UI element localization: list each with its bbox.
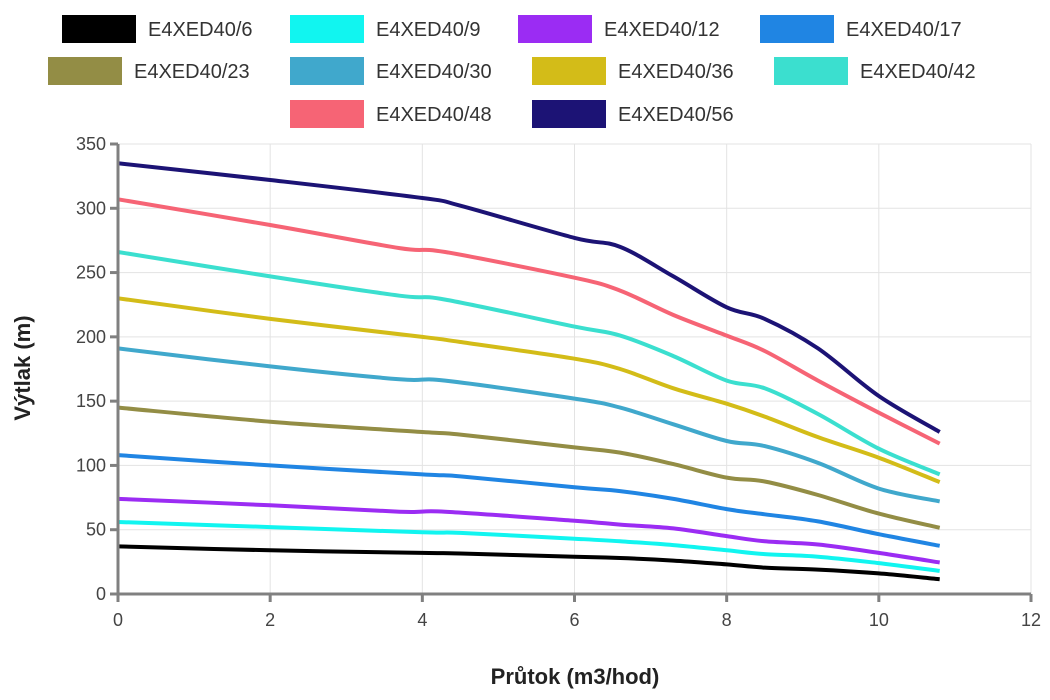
legend-swatch-3 (518, 15, 592, 43)
series-line-6 (117, 346, 941, 504)
y-tick-label: 100 (76, 455, 106, 475)
series-line-10 (117, 161, 941, 434)
x-tick-label: 0 (113, 610, 123, 630)
series-line-9 (117, 197, 941, 446)
legend-label-4: E4XED40/17 (846, 19, 962, 41)
axes (110, 142, 1033, 602)
legend-swatch-7 (532, 57, 606, 85)
series-line-4 (117, 453, 941, 548)
legend-swatch-5 (48, 57, 122, 85)
legend-swatch-2 (290, 15, 364, 43)
legend-label-3: E4XED40/12 (604, 19, 720, 41)
y-tick-label: 250 (76, 263, 106, 283)
tick-labels: 0 2 4 6 8 10 12 0 50 100 150 200 250 300 350 (76, 134, 1041, 630)
legend-swatch-10 (532, 100, 606, 128)
legend-label-7: E4XED40/36 (618, 61, 734, 83)
series-line-5 (117, 405, 941, 530)
legend-swatch-8 (774, 57, 848, 85)
x-tick-label: 2 (265, 610, 275, 630)
legend-label-10: E4XED40/56 (618, 104, 734, 126)
series-line-1 (117, 544, 940, 582)
series-line-3 (117, 496, 941, 565)
x-axis-title: Průtok (m3/hod) (491, 664, 660, 689)
series-layer (117, 161, 941, 582)
x-tick-label: 12 (1021, 610, 1041, 630)
legend-swatch-9 (290, 100, 364, 128)
series-line-8 (117, 250, 941, 477)
y-tick-label: 300 (76, 198, 106, 218)
y-tick-label: 350 (76, 134, 106, 154)
legend-swatch-6 (290, 57, 364, 85)
legend: E4XED40/6 E4XED40/9 E4XED40/12 E4XED40/17 E4… (48, 15, 976, 128)
y-axis-title: Výtlak (m) (10, 315, 35, 420)
legend-label-2: E4XED40/9 (376, 19, 481, 41)
x-tick-label: 8 (722, 610, 732, 630)
series-line-2 (117, 520, 940, 573)
legend-label-8: E4XED40/42 (860, 61, 976, 83)
legend-label-1: E4XED40/6 (148, 19, 253, 41)
y-tick-label: 0 (96, 584, 106, 604)
x-tick-label: 6 (569, 610, 579, 630)
y-tick-label: 200 (76, 327, 106, 347)
legend-label-6: E4XED40/30 (376, 61, 492, 83)
legend-swatch-1 (62, 15, 136, 43)
legend-swatch-4 (760, 15, 834, 43)
y-tick-label: 150 (76, 391, 106, 411)
legend-label-5: E4XED40/23 (134, 61, 250, 83)
legend-label-9: E4XED40/48 (376, 104, 492, 126)
y-tick-label: 50 (86, 520, 106, 540)
series-line-7 (117, 296, 941, 484)
x-tick-label: 4 (417, 610, 427, 630)
x-tick-label: 10 (869, 610, 889, 630)
